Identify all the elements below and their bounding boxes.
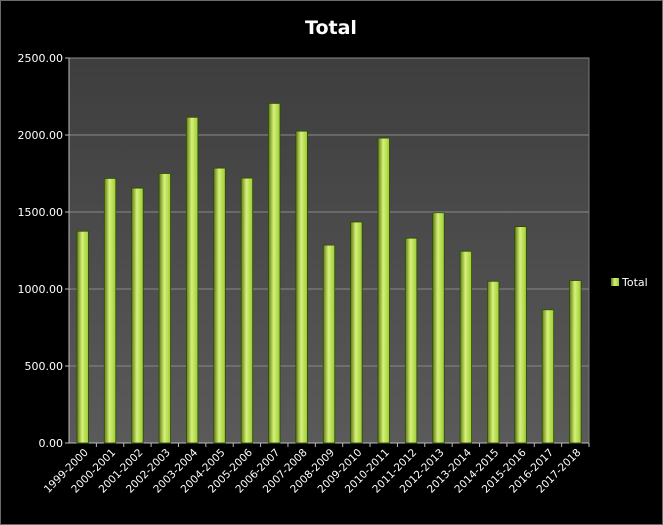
legend-swatch [611, 278, 619, 286]
bar [569, 280, 582, 444]
y-tick-label: 1500.00 [18, 206, 64, 219]
bar [295, 130, 308, 444]
bar [268, 103, 281, 444]
bar [103, 178, 117, 444]
bar [541, 309, 555, 444]
bar [404, 237, 418, 444]
legend-label: Total [621, 276, 648, 289]
y-tick-label: 0.00 [39, 437, 64, 450]
bar [322, 244, 336, 444]
legend: Total [611, 276, 648, 289]
bar [377, 137, 390, 444]
y-tick-label: 2000.00 [18, 129, 64, 142]
bar [131, 187, 144, 444]
bar [350, 221, 363, 444]
bar [76, 230, 89, 444]
bar [240, 177, 254, 444]
bar [186, 116, 199, 444]
bar [432, 212, 445, 444]
y-tick-label: 500.00 [25, 360, 64, 373]
y-tick-label: 1000.00 [18, 283, 64, 296]
bar [158, 173, 171, 444]
bar [459, 250, 472, 444]
y-tick-label: 2500.00 [18, 52, 64, 65]
bar [487, 280, 500, 444]
bar [213, 167, 226, 444]
chart-title: Total [305, 17, 357, 39]
bar [514, 226, 527, 444]
